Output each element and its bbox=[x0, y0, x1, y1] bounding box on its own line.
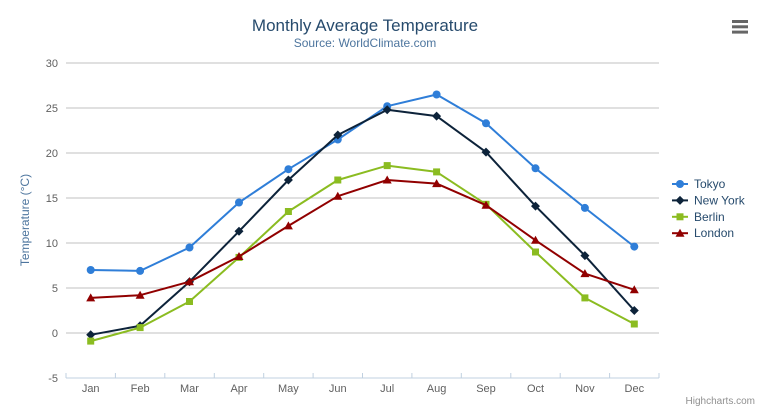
data-point-new-york[interactable] bbox=[481, 147, 491, 157]
legend-marker-diamond-icon[interactable] bbox=[675, 195, 685, 205]
data-point-berlin[interactable] bbox=[87, 337, 95, 345]
y-axis-label: 30 bbox=[46, 58, 58, 70]
data-point-tokyo[interactable] bbox=[531, 164, 540, 173]
legend-item-new-york[interactable]: New York bbox=[672, 193, 746, 207]
data-point-tokyo[interactable] bbox=[185, 243, 194, 252]
data-point-tokyo[interactable] bbox=[284, 165, 293, 174]
x-axis-label: Nov bbox=[575, 383, 595, 395]
series-new-york[interactable] bbox=[86, 105, 639, 340]
y-axis-label: 10 bbox=[46, 238, 58, 250]
data-point-tokyo[interactable] bbox=[235, 198, 243, 207]
data-point-london[interactable] bbox=[481, 200, 491, 209]
y-axis-labels: -5 0 5 10 15 20 25 30 bbox=[46, 58, 58, 385]
data-point-london[interactable] bbox=[531, 235, 540, 244]
legend-marker-triangle-icon[interactable] bbox=[675, 228, 685, 237]
data-point-berlin[interactable] bbox=[581, 294, 589, 302]
legend-marker-circle-icon[interactable] bbox=[676, 180, 684, 188]
legend-label: Berlin bbox=[694, 210, 725, 224]
data-point-new-york[interactable] bbox=[234, 226, 244, 236]
hamburger-bar bbox=[732, 25, 748, 29]
data-point-new-york[interactable] bbox=[580, 251, 590, 261]
data-point-berlin[interactable] bbox=[383, 162, 391, 170]
y-axis-label: 5 bbox=[52, 283, 58, 295]
x-axis-label: Jan bbox=[82, 383, 100, 395]
data-point-berlin[interactable] bbox=[433, 168, 441, 176]
data-point-tokyo[interactable] bbox=[482, 119, 490, 128]
data-point-london[interactable] bbox=[432, 179, 442, 188]
chart-subtitle: Source: WorldClimate.com bbox=[294, 36, 437, 50]
x-axis-label: Oct bbox=[527, 383, 544, 395]
credits-link[interactable]: Highcharts.com bbox=[686, 396, 755, 407]
data-point-london[interactable] bbox=[185, 277, 194, 286]
x-axis-label: Feb bbox=[131, 383, 150, 395]
legend-marker-square-icon[interactable] bbox=[676, 213, 684, 221]
y-axis-label: 15 bbox=[46, 193, 58, 205]
gridlines bbox=[66, 62, 659, 334]
legend-label: New York bbox=[694, 193, 746, 207]
x-axis-label: Mar bbox=[180, 383, 199, 395]
data-point-new-york[interactable] bbox=[283, 175, 293, 185]
chart-title: Monthly Average Temperature bbox=[252, 16, 478, 35]
series-tokyo[interactable] bbox=[86, 90, 639, 275]
legend: Tokyo New York Berlin London bbox=[672, 177, 746, 240]
data-point-tokyo[interactable] bbox=[136, 266, 145, 275]
y-axis-label: -5 bbox=[48, 373, 58, 385]
data-point-london[interactable] bbox=[86, 293, 96, 302]
x-axis-label: Jul bbox=[380, 383, 394, 395]
y-axis-title: Temperature (°C) bbox=[18, 174, 32, 266]
x-axis-label: May bbox=[278, 383, 299, 395]
data-point-tokyo[interactable] bbox=[580, 203, 589, 212]
data-point-new-york[interactable] bbox=[531, 201, 540, 211]
data-point-tokyo[interactable] bbox=[630, 242, 639, 251]
legend-item-london[interactable]: London bbox=[672, 226, 734, 240]
data-point-london[interactable] bbox=[234, 252, 244, 260]
x-axis-labels: Jan Feb Mar Apr May Jun Jul Aug Sep Oct Nov Dec bbox=[82, 383, 645, 395]
data-point-berlin[interactable] bbox=[630, 320, 638, 328]
data-point-london[interactable] bbox=[135, 290, 145, 299]
data-point-berlin[interactable] bbox=[284, 208, 292, 215]
x-axis bbox=[65, 373, 660, 379]
data-point-new-york[interactable] bbox=[382, 105, 392, 115]
hamburger-bars bbox=[732, 20, 748, 34]
legend-label: Tokyo bbox=[694, 177, 726, 191]
x-axis-label: Aug bbox=[427, 383, 447, 395]
legend-item-tokyo[interactable]: Tokyo bbox=[672, 177, 726, 191]
series-london[interactable] bbox=[86, 175, 639, 302]
data-point-new-york[interactable] bbox=[432, 111, 442, 121]
data-point-tokyo[interactable] bbox=[432, 90, 441, 99]
x-axis-label: Dec bbox=[625, 383, 645, 395]
data-point-berlin[interactable] bbox=[186, 298, 193, 305]
x-axis-label: Jun bbox=[329, 383, 347, 395]
x-axis-label: Sep bbox=[476, 383, 496, 395]
legend-item-berlin[interactable]: Berlin bbox=[672, 210, 725, 224]
data-point-london[interactable] bbox=[580, 269, 590, 278]
data-point-london[interactable] bbox=[283, 221, 293, 230]
series-group bbox=[86, 90, 639, 345]
y-axis-label: 0 bbox=[52, 328, 58, 340]
data-point-london[interactable] bbox=[333, 191, 343, 200]
data-point-london[interactable] bbox=[629, 285, 639, 294]
y-axis-label: 25 bbox=[46, 103, 58, 115]
data-point-berlin[interactable] bbox=[532, 248, 539, 256]
data-point-new-york[interactable] bbox=[86, 330, 96, 340]
data-point-london[interactable] bbox=[382, 175, 392, 184]
y-axis-label: 20 bbox=[46, 148, 58, 160]
x-axis-label: Apr bbox=[230, 383, 247, 395]
data-point-new-york[interactable] bbox=[629, 306, 639, 315]
legend-label: London bbox=[694, 226, 734, 240]
hamburger-bar bbox=[732, 20, 748, 23]
series-line-london bbox=[89, 179, 636, 299]
series-line-tokyo bbox=[89, 93, 636, 272]
data-point-berlin[interactable] bbox=[334, 176, 342, 184]
data-point-tokyo[interactable] bbox=[86, 266, 95, 274]
data-point-new-york[interactable] bbox=[333, 130, 343, 140]
data-point-berlin[interactable] bbox=[136, 324, 144, 332]
hamburger-bar bbox=[732, 30, 748, 34]
series-line-berlin bbox=[89, 164, 636, 343]
export-menu-button[interactable] bbox=[728, 16, 752, 37]
series-line-new-york bbox=[89, 108, 636, 336]
